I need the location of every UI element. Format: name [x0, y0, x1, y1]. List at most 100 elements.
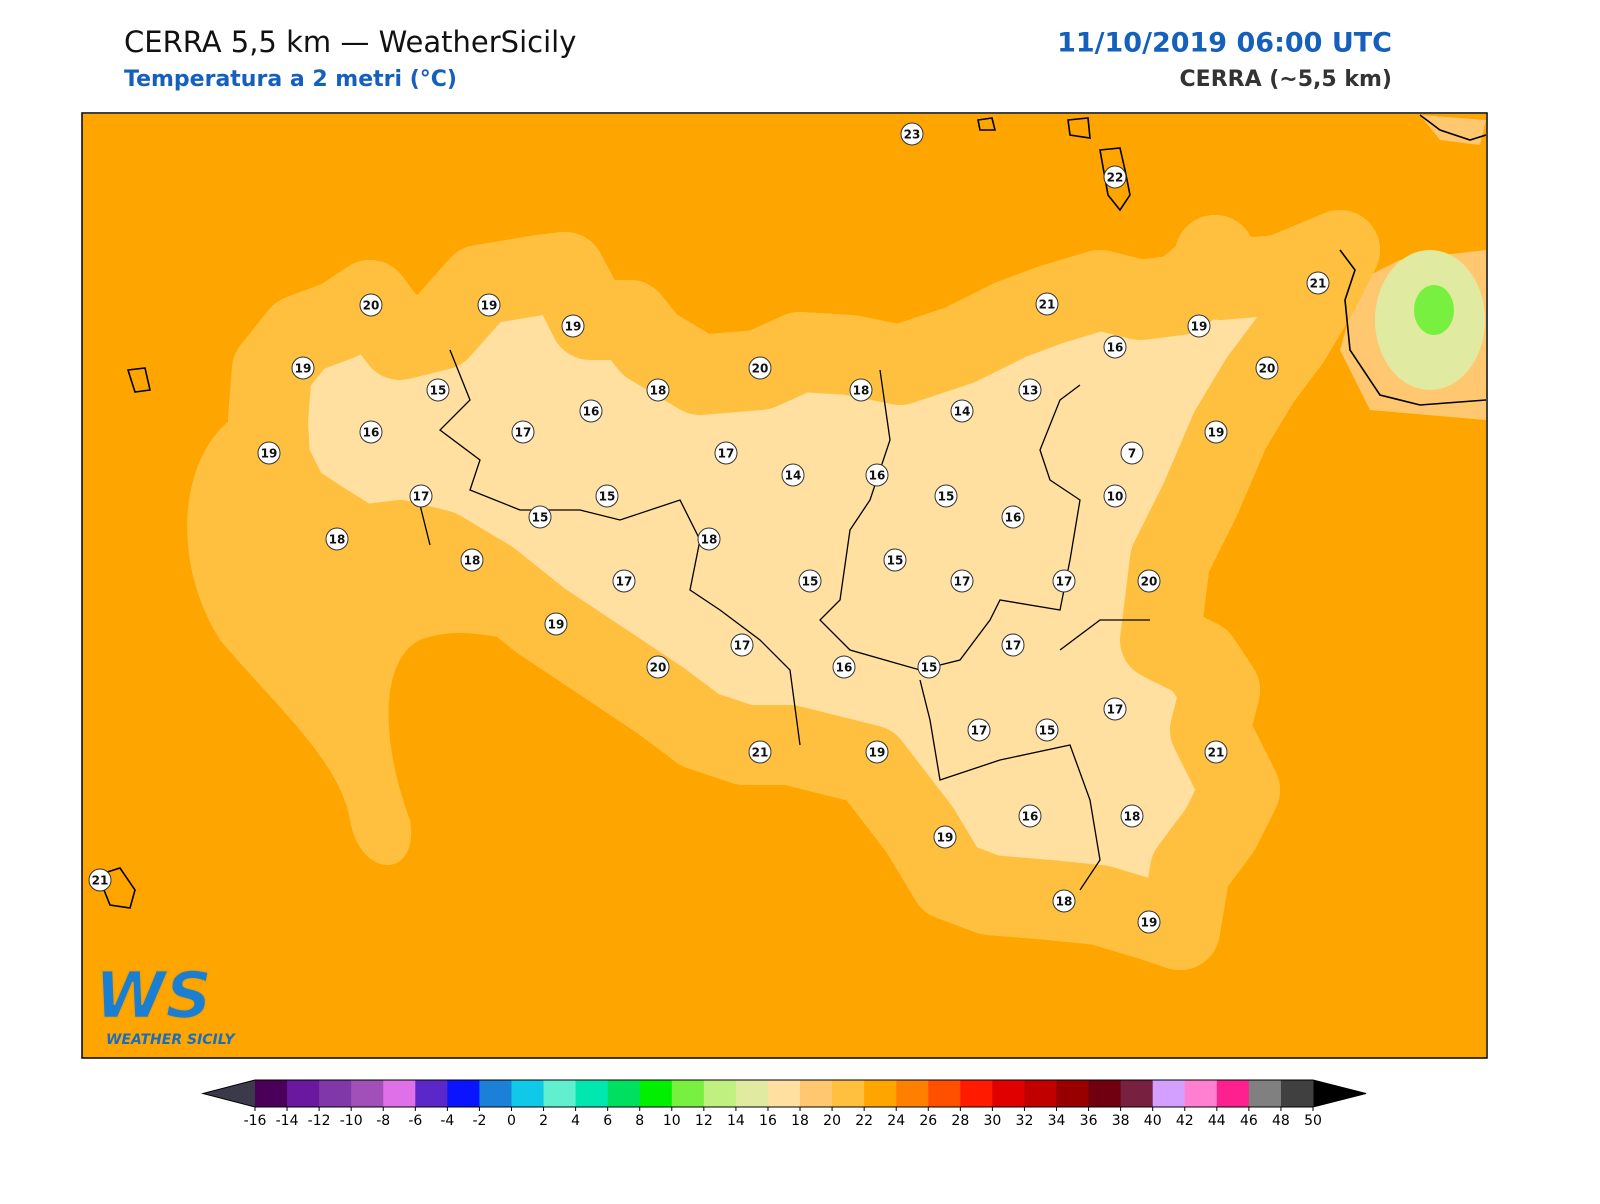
colorbar-bin	[1280, 1080, 1314, 1107]
station-value: 17	[734, 639, 751, 653]
colorbar-bin	[1184, 1080, 1218, 1107]
colorbar-bin	[896, 1080, 929, 1107]
datetime: 11/10/2019 06:00 UTC	[1057, 28, 1392, 59]
colorbar-bin	[864, 1080, 897, 1107]
colorbar-tick-label: -4	[440, 1113, 454, 1129]
station-value: 18	[464, 554, 481, 568]
station-value: 16	[869, 469, 886, 483]
station: 18	[849, 378, 873, 402]
colorbar-under	[203, 1080, 255, 1107]
station-marker	[477, 293, 501, 317]
station: 15	[595, 484, 619, 508]
station-marker	[612, 569, 636, 593]
colorbar-tick-label: 14	[727, 1113, 745, 1129]
station: 18	[325, 527, 349, 551]
station-value: 18	[853, 384, 870, 398]
station-value: 18	[1124, 810, 1141, 824]
station: 15	[426, 378, 450, 402]
logo-mark: WS	[95, 960, 212, 1034]
station-marker	[1018, 378, 1042, 402]
station-value: 18	[329, 533, 346, 547]
colorbar-tick-label: 10	[663, 1113, 681, 1129]
station: 14	[950, 399, 974, 423]
station: 19	[933, 825, 957, 849]
colorbar-tick-label: 30	[983, 1113, 1001, 1129]
colorbar-tick-label: 48	[1272, 1113, 1290, 1129]
station-marker	[646, 655, 670, 679]
map: 23 22 20 19 19 21 21 19 16 19 15 18 20 18 13 20 16 17 16 14…	[82, 114, 1486, 1058]
station: 19	[257, 441, 281, 465]
station-marker	[865, 463, 889, 487]
station-marker	[730, 633, 754, 657]
station-value: 7	[1128, 447, 1136, 461]
station: 21	[1306, 271, 1330, 295]
station-value: 20	[650, 661, 667, 675]
colorbar-bin	[671, 1080, 705, 1107]
logo: WS WEATHER SICILY	[94, 959, 236, 1048]
colorbar-bin	[543, 1080, 577, 1107]
province-borders	[419, 349, 1150, 891]
station: 20	[359, 293, 383, 317]
colorbar-bin	[1120, 1080, 1154, 1107]
colorbar-tick-label: 24	[887, 1113, 905, 1129]
station: 16	[579, 399, 603, 423]
station: 20	[1255, 356, 1279, 380]
station-marker	[1001, 633, 1025, 657]
station: 19	[1137, 910, 1161, 934]
station-value: 15	[1039, 724, 1056, 738]
station-marker	[1103, 335, 1127, 359]
station-marker	[900, 122, 924, 146]
station: 18	[1052, 889, 1076, 913]
station-marker	[561, 314, 585, 338]
station: 20	[646, 655, 670, 679]
station-value: 21	[1208, 746, 1225, 760]
station-value: 17	[1005, 639, 1022, 653]
station-value: 19	[295, 362, 312, 376]
station-value: 19	[1191, 320, 1208, 334]
station: 16	[1018, 804, 1042, 828]
colorbar-tick-label: -2	[472, 1113, 486, 1129]
station-value: 19	[565, 320, 582, 334]
station: 16	[832, 655, 856, 679]
station-value: 13	[1022, 384, 1039, 398]
station-marker	[1035, 718, 1059, 742]
station-marker	[544, 612, 568, 636]
station: 16	[359, 420, 383, 444]
colorbar-bin	[575, 1080, 609, 1107]
station-marker	[1103, 484, 1127, 508]
station-marker	[883, 548, 907, 572]
station: 21	[748, 740, 772, 764]
station-value: 16	[1107, 341, 1124, 355]
station: 15	[1035, 718, 1059, 742]
colorbar-bin	[1152, 1080, 1186, 1107]
station-value: 21	[1039, 298, 1056, 312]
station-value: 19	[481, 299, 498, 313]
station-value: 22	[1107, 171, 1124, 185]
station: 23	[900, 122, 924, 146]
station-value: 14	[954, 405, 971, 419]
station-marker	[934, 484, 958, 508]
station-marker	[1001, 505, 1025, 529]
colorbar-bin	[703, 1080, 737, 1107]
station: 16	[1001, 505, 1025, 529]
station: 19	[291, 356, 315, 380]
station-value: 19	[261, 447, 278, 461]
colorbar-tick-label: 12	[695, 1113, 713, 1129]
station-marker	[950, 399, 974, 423]
station-marker	[1052, 889, 1076, 913]
station-marker	[579, 399, 603, 423]
station-value: 17	[413, 490, 430, 504]
colorbar-tick-label: 26	[919, 1113, 937, 1129]
station-marker	[1052, 569, 1076, 593]
station-marker	[917, 655, 941, 679]
station-marker	[88, 868, 112, 892]
station-marker	[933, 825, 957, 849]
station-value: 17	[1107, 703, 1124, 717]
station-marker	[950, 569, 974, 593]
station-marker	[1306, 271, 1330, 295]
station-value: 15	[430, 384, 447, 398]
colorbar-tick-label: 32	[1016, 1113, 1034, 1129]
station-marker	[646, 378, 670, 402]
colorbar-tick-label: 20	[823, 1113, 841, 1129]
station-value: 19	[548, 618, 565, 632]
